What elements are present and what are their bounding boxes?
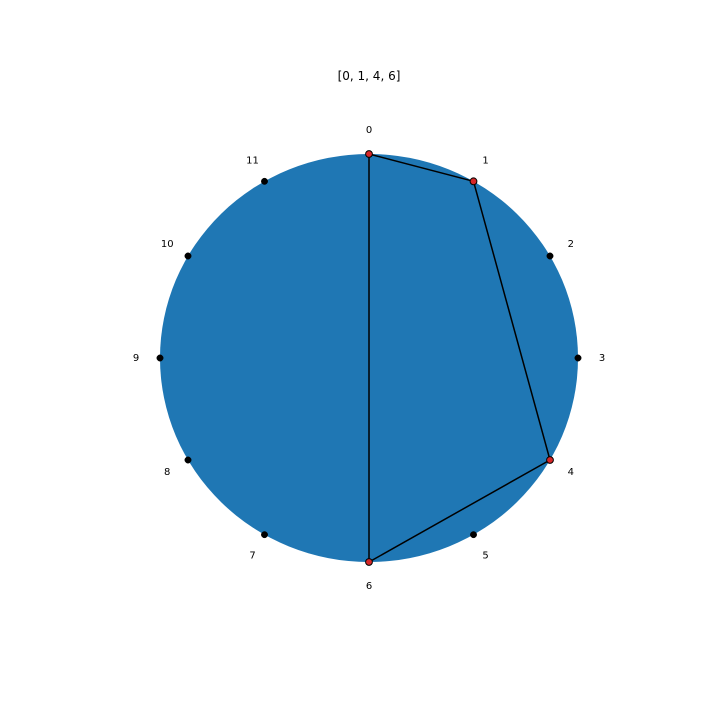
selected-polygon: [368, 153, 551, 563]
selected-point-0: [365, 150, 373, 158]
point-8: [184, 456, 192, 464]
selected-point-1: [469, 177, 478, 186]
point-label-5: 5: [482, 550, 488, 561]
point-label-9: 9: [133, 353, 139, 364]
point-label-7: 7: [249, 550, 255, 561]
point-label-0: 0: [366, 125, 372, 136]
polygon-edge: [368, 459, 551, 563]
point-10: [184, 252, 192, 260]
diagram-title: [0, 1, 4, 6]: [338, 69, 401, 83]
point-7: [261, 531, 268, 539]
selected-point-6: [365, 558, 373, 566]
selected-point-4: [546, 456, 554, 464]
point-3: [574, 354, 582, 362]
point-2: [546, 252, 554, 260]
polygon-edge: [368, 153, 474, 183]
point-label-3: 3: [599, 353, 605, 364]
point-label-1: 1: [482, 156, 488, 167]
point-label-4: 4: [568, 467, 574, 478]
point-label-2: 2: [568, 239, 574, 250]
points-layer: [156, 150, 582, 566]
point-11: [261, 177, 268, 185]
point-label-11: 11: [246, 156, 259, 167]
polygon-edge: [472, 181, 551, 461]
point-label-6: 6: [366, 581, 372, 592]
point-9: [156, 354, 164, 362]
point-label-8: 8: [164, 467, 170, 478]
point-labels-layer: 0 1 2 3 4 5 6 7 8 9 10 11: [133, 125, 605, 592]
point-label-10: 10: [161, 239, 174, 250]
point-5: [470, 531, 477, 539]
